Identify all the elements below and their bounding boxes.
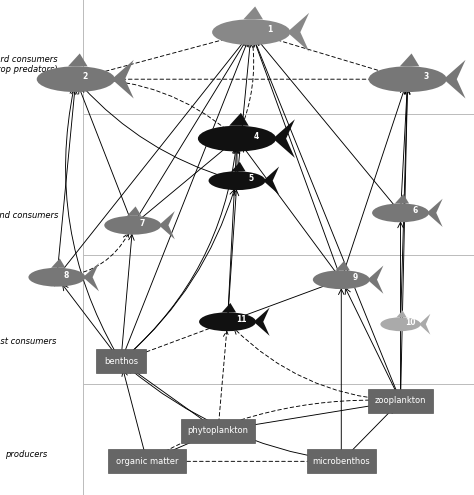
Text: organic matter: organic matter (116, 457, 178, 466)
Text: 8: 8 (64, 271, 69, 280)
Ellipse shape (368, 66, 447, 92)
Text: 9: 9 (353, 273, 358, 282)
Ellipse shape (209, 171, 265, 190)
FancyBboxPatch shape (108, 449, 186, 473)
Polygon shape (419, 314, 430, 335)
Ellipse shape (313, 270, 370, 289)
Polygon shape (72, 79, 83, 92)
Polygon shape (398, 213, 406, 222)
Polygon shape (444, 60, 465, 99)
Polygon shape (427, 199, 443, 227)
Text: microbenthos: microbenthos (312, 457, 370, 466)
Polygon shape (400, 53, 419, 66)
Text: 1st consumers: 1st consumers (0, 337, 57, 346)
Ellipse shape (36, 66, 115, 92)
Polygon shape (127, 206, 141, 216)
Polygon shape (51, 258, 65, 268)
Polygon shape (225, 322, 233, 331)
Text: zooplankton: zooplankton (375, 396, 426, 405)
Text: 3rd consumers
(top predators): 3rd consumers (top predators) (0, 54, 58, 74)
Polygon shape (263, 166, 279, 195)
Polygon shape (396, 310, 407, 317)
Text: 11: 11 (237, 315, 247, 324)
FancyBboxPatch shape (182, 419, 255, 443)
Text: producers: producers (5, 450, 47, 459)
Ellipse shape (198, 126, 276, 151)
Text: 7: 7 (139, 219, 145, 228)
Polygon shape (254, 308, 270, 336)
FancyBboxPatch shape (368, 389, 433, 413)
Text: 5: 5 (249, 174, 254, 183)
Text: phytoplankton: phytoplankton (188, 426, 248, 435)
Polygon shape (287, 13, 309, 51)
Polygon shape (367, 265, 383, 294)
Polygon shape (234, 181, 243, 190)
Polygon shape (112, 60, 134, 99)
Polygon shape (273, 119, 295, 158)
Polygon shape (244, 6, 263, 19)
Ellipse shape (212, 19, 290, 45)
Text: 3: 3 (424, 72, 429, 81)
Polygon shape (229, 113, 249, 126)
Polygon shape (395, 194, 409, 203)
Ellipse shape (380, 317, 420, 331)
Polygon shape (399, 324, 404, 331)
FancyBboxPatch shape (307, 449, 375, 473)
Polygon shape (130, 225, 138, 235)
Text: 4: 4 (253, 132, 259, 141)
Polygon shape (247, 32, 259, 45)
Text: benthos: benthos (104, 357, 138, 366)
Polygon shape (222, 303, 236, 312)
Polygon shape (159, 211, 175, 239)
Polygon shape (68, 53, 88, 66)
Polygon shape (231, 162, 246, 171)
Text: 6: 6 (412, 206, 418, 215)
Polygon shape (54, 277, 63, 287)
FancyBboxPatch shape (96, 349, 146, 373)
Polygon shape (233, 139, 245, 151)
Ellipse shape (28, 268, 85, 287)
Polygon shape (83, 263, 99, 291)
Ellipse shape (199, 312, 256, 331)
Polygon shape (336, 261, 350, 270)
Polygon shape (404, 79, 415, 92)
Ellipse shape (372, 203, 429, 222)
Ellipse shape (104, 216, 161, 235)
Polygon shape (338, 280, 347, 289)
Text: 1: 1 (267, 25, 273, 34)
Text: 10: 10 (405, 318, 415, 327)
Text: 2nd consumers: 2nd consumers (0, 211, 58, 220)
Text: 2: 2 (82, 72, 88, 81)
